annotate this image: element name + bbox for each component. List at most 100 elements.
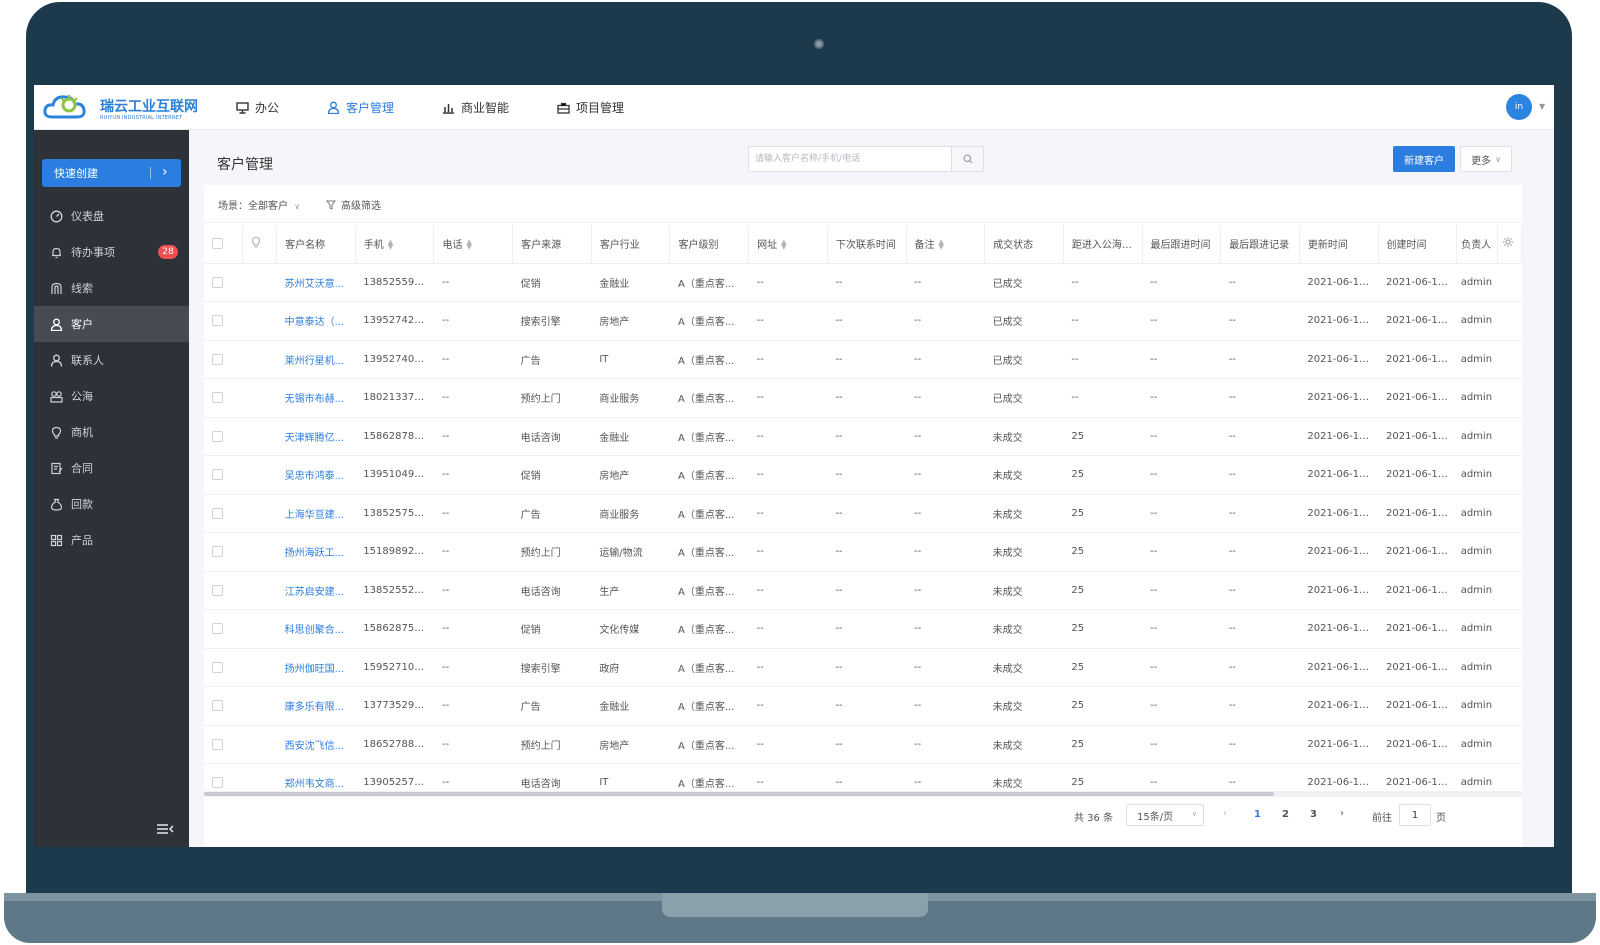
nav-office[interactable]: 办公 [212,85,303,130]
row-checkbox[interactable] [204,725,243,764]
search-input[interactable] [749,147,951,171]
avatar[interactable]: in [1506,94,1532,120]
customer-name-link[interactable]: 江苏启安建... [276,571,356,610]
customer-name-link[interactable]: 科思创聚合... [276,609,356,649]
sidebar-item-todo[interactable]: 待办事项 28 [34,234,189,270]
row-checkbox[interactable] [204,417,243,456]
logo[interactable]: 瑞云工业互联网 RUIYUN INDUSTRIAL INTERNET [42,91,198,125]
row-checkbox[interactable] [204,532,243,572]
column-header[interactable]: 客户名称 [276,225,356,264]
table-cell: 未成交 [984,609,1064,649]
row-checkbox[interactable] [204,340,243,379]
customer-name-link[interactable]: 扬州海跃工... [276,532,356,572]
prev-page-button[interactable]: ‹ [1223,808,1227,819]
column-header[interactable]: 备注 ▲ ▼ [906,225,986,264]
row-checkbox[interactable] [204,301,243,341]
next-page-button[interactable]: › [1340,808,1344,819]
sort-icon[interactable]: ▲ ▼ [781,238,787,252]
sidebar-item-contacts[interactable]: 联系人 [34,342,189,378]
sidebar-item-products[interactable]: 产品 [34,522,189,558]
sidebar-item-dashboard[interactable]: 仪表盘 [34,198,189,234]
goto-page-input[interactable] [1399,804,1431,826]
chevron-down-icon[interactable]: ▼ [1539,102,1546,111]
customer-name-link[interactable]: 西安沈飞信... [276,725,356,764]
sidebar-item-opportunities[interactable]: 商机 [34,414,189,450]
row-checkbox[interactable] [204,494,243,533]
row-checkbox[interactable] [204,686,243,726]
select-all-checkbox[interactable] [204,225,243,264]
row-checkbox[interactable] [204,378,243,418]
customer-name-link[interactable]: 扬州伽旺国... [276,648,356,687]
sidebar-item-leads[interactable]: 线索 [34,270,189,306]
customer-name-link[interactable]: 中意泰达（... [276,301,356,341]
column-header[interactable]: 负责人 [1456,225,1498,264]
table-row[interactable]: 科思创聚合... 158628759... -- 促销 文化传媒 A（重点客... -- --… [204,609,1522,649]
customer-name-link[interactable]: 天津辉腾亿... [276,417,356,456]
column-header[interactable]: 网址 ▲ ▼ [748,225,828,264]
horizontal-scrollbar[interactable] [204,791,1522,797]
sidebar-item-contracts[interactable]: 合同 [34,450,189,486]
table-row[interactable]: 康多乐有限... 137735299... -- 广告 金融业 A（重点客... -- -- -… [204,686,1522,726]
customer-name-link[interactable]: 苏州艾沃意... [276,263,356,302]
more-button[interactable]: 更多 ∨ [1460,146,1512,172]
gear-icon[interactable] [1497,225,1522,264]
row-checkbox[interactable] [204,763,243,791]
row-checkbox[interactable] [204,455,243,495]
sidebar-item-payments[interactable]: 回款 [34,486,189,522]
sort-icon[interactable]: ▲ ▼ [466,238,472,252]
column-header[interactable]: 客户行业 [591,225,671,264]
customer-name-link[interactable]: 无锡市布赫... [276,378,356,418]
sidebar-item-customers[interactable]: 客户 [34,306,189,342]
column-header[interactable]: 成交状态 [984,225,1064,264]
sidebar-item-public-pool[interactable]: 公海 [34,378,189,414]
new-customer-button[interactable]: 新建客户 [1393,146,1455,172]
column-header[interactable]: 客户级别 [669,225,750,264]
sort-icon[interactable]: ▲ ▼ [938,238,944,252]
table-row[interactable]: 吴忠市鸿泰... 139510496... -- 促销 房地产 A（重点客... -- -- -… [204,455,1522,495]
search-button[interactable] [951,147,983,171]
customer-name-link[interactable]: 莱州行星机... [276,340,356,379]
page-size-select[interactable]: 15条/页 ∨ [1126,804,1204,826]
scrollbar-thumb[interactable] [204,792,1274,796]
page-1-button[interactable]: 1 [1254,809,1261,820]
column-header[interactable]: 下次联系时间 [827,225,907,264]
customer-name-link[interactable]: 吴忠市鸿泰... [276,455,356,495]
scene-select[interactable]: 场景：全部客户 ∨ [218,197,300,212]
page-3-button[interactable]: 3 [1310,809,1317,820]
page-2-button[interactable]: 2 [1282,809,1289,820]
quick-create-button[interactable]: 快速创建 › [42,159,181,187]
table-row[interactable]: 西安沈飞信... 186527889... -- 预约上门 房地产 A（重点客... -- -… [204,725,1522,764]
row-checkbox[interactable] [204,571,243,610]
table-row[interactable]: 莱州行星机... 139527400... -- 广告 IT A（重点客... -- -- --… [204,340,1522,379]
table-row[interactable]: 郑州韦文商... 139052574... -- 电话咨询 IT A（重点客... -- --… [204,763,1522,791]
column-header[interactable]: 手机 ▲ ▼ [355,225,435,264]
column-header[interactable]: 最后跟进记录 [1220,225,1300,264]
nav-customer-management[interactable]: 客户管理 [303,85,418,130]
column-header[interactable]: 更新时间 [1299,225,1379,264]
table-row[interactable]: 上海华亘建... 138525756... -- 广告 商业服务 A（重点客... -- --… [204,494,1522,533]
collapse-menu-icon[interactable] [156,820,174,839]
nav-project-management[interactable]: 项目管理 [533,85,648,130]
column-header[interactable]: 创建时间 [1378,225,1458,264]
column-header[interactable]: 电话 ▲ ▼ [433,225,514,264]
table-row[interactable]: 中意泰达（... 139527425... -- 搜索引擎 房地产 A（重点客... -- -… [204,301,1522,341]
column-header[interactable]: 客户来源 [512,225,592,264]
customer-name-link[interactable]: 上海华亘建... [276,494,356,533]
row-checkbox[interactable] [204,263,243,302]
table-cell: -- [1220,340,1300,379]
advanced-filter-button[interactable]: 高级筛选 [326,197,381,212]
table-row[interactable]: 苏州艾沃意... 138525596... -- 促销 金融业 A（重点客... -- -- -… [204,263,1522,302]
table-row[interactable]: 江苏启安建... 138525525... -- 电话咨询 生产 A（重点客... -- --… [204,571,1522,610]
customer-name-link[interactable]: 郑州韦文商... [276,763,356,791]
column-header[interactable]: 距进入公海客户 [1063,225,1143,264]
table-row[interactable]: 天津辉腾亿... 158628780... -- 电话咨询 金融业 A（重点客... -- -… [204,417,1522,456]
table-row[interactable]: 扬州海跃工... 151898922... -- 预约上门 运输/物流 A（重点客... -… [204,532,1522,572]
customer-name-link[interactable]: 康多乐有限... [276,686,356,726]
table-row[interactable]: 无锡市布赫... 180213371... -- 预约上门 商业服务 A（重点客... --… [204,378,1522,418]
table-row[interactable]: 扬州伽旺国... 159527106... -- 搜索引擎 政府 A（重点客... -- --… [204,648,1522,687]
nav-business-intelligence[interactable]: 商业智能 [418,85,533,130]
sort-icon[interactable]: ▲ ▼ [387,238,394,252]
column-header[interactable]: 最后跟进时间 [1142,225,1222,264]
row-checkbox[interactable] [204,648,243,687]
row-checkbox[interactable] [204,609,243,649]
